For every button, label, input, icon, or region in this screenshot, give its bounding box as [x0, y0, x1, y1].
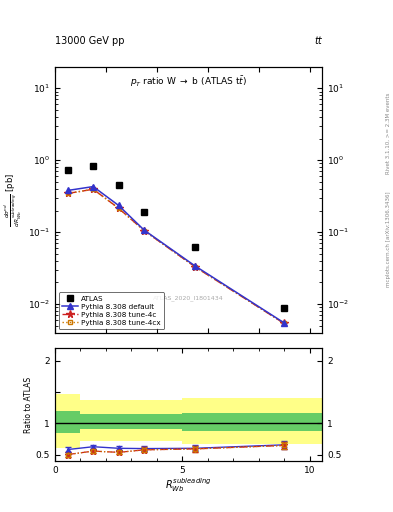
Pythia 8.308 default — [91, 183, 95, 189]
Text: 13000 GeV pp: 13000 GeV pp — [55, 36, 125, 46]
Text: $p_T$ ratio W $\rightarrow$ b (ATLAS t$\bar{t}$): $p_T$ ratio W $\rightarrow$ b (ATLAS t$\… — [130, 75, 247, 90]
Pythia 8.308 default — [142, 227, 147, 233]
Pythia 8.308 default — [193, 263, 197, 269]
Line: Pythia 8.308 tune-4cx: Pythia 8.308 tune-4cx — [65, 187, 286, 326]
Pythia 8.308 tune-4c — [282, 321, 286, 327]
Pythia 8.308 tune-4cx — [282, 321, 286, 327]
Pythia 8.308 tune-4cx — [116, 205, 121, 211]
Line: Pythia 8.308 default: Pythia 8.308 default — [65, 184, 287, 326]
Pythia 8.308 default — [116, 202, 121, 208]
Pythia 8.308 tune-4cx — [65, 190, 70, 197]
Text: mcplots.cern.ch [arXiv:1306.3436]: mcplots.cern.ch [arXiv:1306.3436] — [386, 192, 391, 287]
Legend: ATLAS, Pythia 8.308 default, Pythia 8.308 tune-4c, Pythia 8.308 tune-4cx: ATLAS, Pythia 8.308 default, Pythia 8.30… — [59, 292, 164, 329]
Y-axis label: $\frac{d\sigma^{nd}}{d\,R_{Wb}^{subleading}}$ [pb]: $\frac{d\sigma^{nd}}{d\,R_{Wb}^{subleadi… — [3, 173, 24, 227]
Pythia 8.308 tune-4cx — [193, 264, 197, 270]
Pythia 8.308 tune-4c — [91, 186, 95, 193]
Pythia 8.308 tune-4c — [116, 205, 121, 211]
Line: ATLAS: ATLAS — [64, 163, 287, 311]
Text: tt: tt — [314, 36, 322, 46]
Pythia 8.308 default — [65, 187, 70, 194]
ATLAS — [282, 305, 286, 311]
ATLAS — [116, 182, 121, 188]
X-axis label: $R_{Wb}^{subleading}$: $R_{Wb}^{subleading}$ — [165, 476, 212, 494]
Pythia 8.308 tune-4c — [142, 227, 147, 233]
Pythia 8.308 tune-4cx — [91, 186, 95, 193]
Pythia 8.308 tune-4cx — [142, 227, 147, 233]
Pythia 8.308 tune-4c — [193, 264, 197, 270]
ATLAS — [142, 209, 147, 215]
Pythia 8.308 default — [282, 320, 286, 326]
Text: Rivet 3.1.10, >= 2.3M events: Rivet 3.1.10, >= 2.3M events — [386, 93, 391, 174]
ATLAS — [193, 244, 197, 250]
ATLAS — [91, 163, 95, 169]
Text: ATLAS_2020_I1801434: ATLAS_2020_I1801434 — [153, 295, 224, 301]
Pythia 8.308 tune-4c — [65, 190, 70, 197]
ATLAS — [65, 167, 70, 174]
Y-axis label: Ratio to ATLAS: Ratio to ATLAS — [24, 376, 33, 433]
Line: Pythia 8.308 tune-4c: Pythia 8.308 tune-4c — [64, 185, 288, 327]
